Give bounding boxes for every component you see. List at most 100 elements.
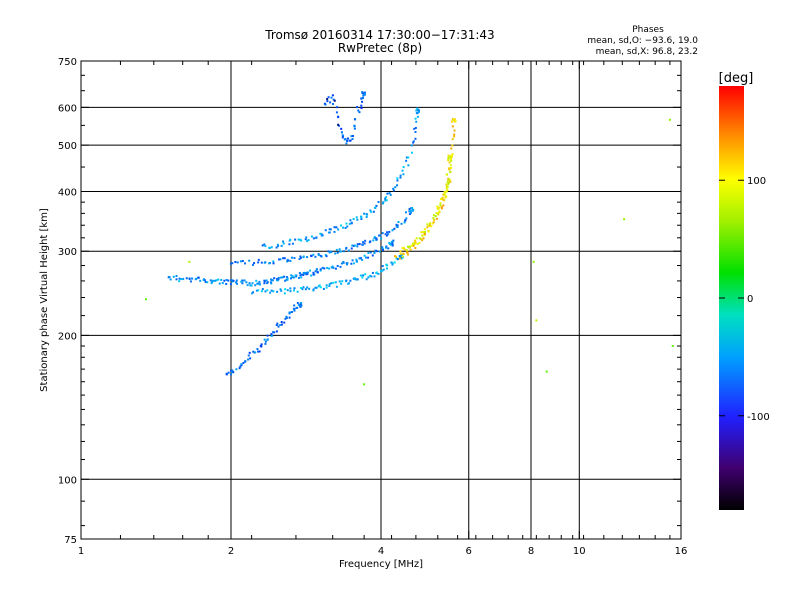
data-point — [302, 255, 305, 258]
phases-heading: Phases — [632, 25, 664, 35]
data-point — [168, 275, 171, 278]
data-point — [281, 276, 284, 279]
data-point — [410, 144, 413, 147]
data-point — [421, 239, 424, 242]
data-point — [279, 288, 282, 291]
data-point — [403, 248, 406, 251]
data-point — [283, 292, 286, 295]
data-point — [327, 96, 330, 99]
data-point — [261, 288, 264, 291]
data-point — [380, 270, 383, 273]
data-point — [297, 303, 300, 306]
data-point — [178, 277, 181, 280]
data-point — [382, 268, 385, 271]
data-point — [296, 301, 299, 304]
data-point — [402, 246, 405, 249]
data-point — [454, 120, 457, 123]
data-point — [381, 269, 384, 272]
phases-mean-o: mean, sd,O: −93.6, 19.0 — [587, 36, 698, 46]
data-point — [353, 244, 356, 247]
data-point — [413, 239, 416, 242]
data-point — [385, 199, 388, 202]
data-point — [299, 238, 302, 241]
data-point — [319, 254, 322, 257]
data-point — [350, 262, 353, 265]
data-point — [272, 260, 275, 263]
data-point — [286, 289, 289, 292]
data-point — [247, 354, 250, 357]
data-point — [340, 127, 343, 130]
data-point — [282, 242, 285, 245]
data-point — [381, 232, 384, 235]
data-point — [270, 333, 273, 336]
data-point — [450, 120, 453, 123]
data-point — [315, 286, 318, 289]
data-point — [387, 233, 390, 236]
data-point — [406, 251, 409, 254]
data-point — [338, 248, 341, 251]
x-tick-label: 8 — [528, 546, 534, 557]
data-point — [375, 271, 378, 274]
data-point — [449, 180, 452, 183]
data-point — [406, 245, 409, 248]
data-point — [290, 256, 293, 259]
data-point — [394, 255, 397, 258]
data-point — [318, 284, 321, 287]
data-point — [300, 276, 303, 279]
data-point — [297, 238, 300, 241]
data-point — [231, 279, 234, 282]
data-point — [404, 219, 407, 222]
data-point — [312, 237, 315, 240]
data-point — [299, 305, 302, 308]
data-point — [401, 247, 404, 250]
data-point — [264, 340, 267, 343]
data-point — [448, 178, 451, 181]
data-point — [344, 226, 347, 229]
data-point — [431, 222, 434, 225]
data-point — [357, 109, 360, 112]
data-point — [446, 180, 449, 183]
data-point — [232, 371, 235, 374]
data-point — [246, 284, 249, 287]
data-point — [285, 278, 288, 281]
x-tick-label: 4 — [378, 546, 384, 557]
data-point — [346, 262, 349, 265]
data-point — [328, 231, 331, 234]
data-point — [414, 117, 417, 120]
data-point — [294, 274, 297, 277]
data-point — [369, 209, 372, 212]
data-point — [240, 280, 243, 283]
data-point — [443, 192, 446, 195]
data-point — [448, 155, 451, 158]
data-point — [352, 262, 355, 265]
data-point — [371, 271, 374, 274]
data-point — [448, 168, 451, 171]
data-point — [241, 259, 244, 262]
data-point — [289, 290, 292, 293]
data-point — [298, 258, 301, 261]
data-point — [413, 127, 416, 130]
data-point — [333, 99, 336, 102]
data-point — [418, 237, 421, 240]
data-point — [289, 238, 292, 241]
data-point — [388, 241, 391, 244]
colorbar-ticks: 100 0 -100 — [719, 176, 770, 423]
data-point — [255, 279, 258, 282]
data-point — [231, 262, 234, 265]
data-point — [333, 230, 336, 233]
data-point — [225, 373, 228, 376]
data-point — [227, 371, 230, 374]
data-point — [277, 325, 280, 328]
data-point — [295, 306, 298, 309]
data-point — [282, 257, 285, 260]
data-point — [405, 159, 408, 162]
data-point — [450, 155, 453, 158]
data-point — [312, 288, 315, 291]
data-point — [411, 242, 414, 245]
data-point — [391, 242, 394, 245]
data-point — [355, 260, 358, 263]
data-point — [414, 130, 417, 133]
data-point — [381, 265, 384, 268]
data-point — [286, 278, 289, 281]
data-point — [359, 274, 362, 277]
